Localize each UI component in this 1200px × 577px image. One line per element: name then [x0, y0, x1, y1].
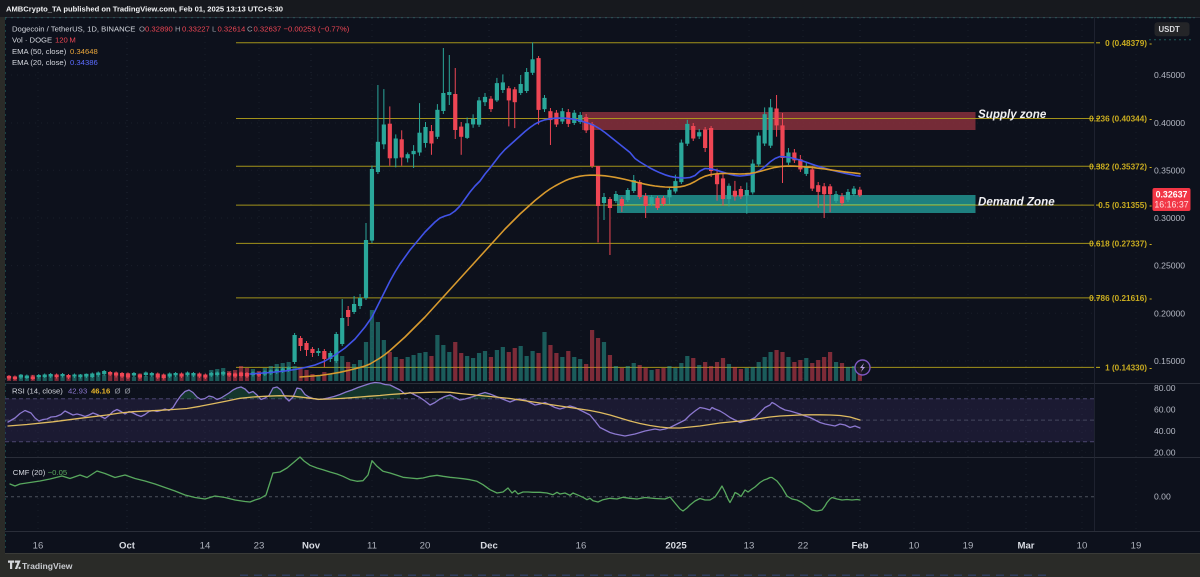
svg-text:80.00: 80.00	[1154, 383, 1176, 393]
svg-text:CMF (20): CMF (20)	[13, 468, 46, 477]
svg-text:13: 13	[744, 541, 755, 552]
svg-text:Dec: Dec	[480, 541, 498, 552]
svg-text:0.618 (0.27337) -: 0.618 (0.27337) -	[1089, 239, 1152, 248]
svg-text:−0.05: −0.05	[48, 468, 67, 477]
svg-text:11: 11	[367, 541, 377, 552]
svg-text:0.25000: 0.25000	[1154, 261, 1185, 271]
svg-text:42.93: 42.93	[68, 387, 87, 396]
svg-text:Feb: Feb	[851, 541, 868, 552]
svg-text:0.45000: 0.45000	[1154, 70, 1185, 80]
svg-text:Vol · DOGE: Vol · DOGE	[12, 36, 52, 45]
svg-text:1 (0.14330) -: 1 (0.14330) -	[1105, 363, 1152, 372]
svg-text:23: 23	[254, 541, 265, 552]
svg-text:Ø: Ø	[115, 387, 121, 396]
svg-text:0.00: 0.00	[1154, 492, 1171, 502]
svg-text:0.33227: 0.33227	[182, 25, 210, 34]
svg-text:L: L	[212, 25, 217, 34]
svg-text:10: 10	[909, 541, 920, 552]
svg-text:0.34648: 0.34648	[70, 47, 98, 56]
svg-text:0.35000: 0.35000	[1154, 165, 1185, 175]
svg-text:20.00: 20.00	[1154, 447, 1176, 457]
svg-text:20: 20	[420, 541, 431, 552]
svg-text:EMA (50, close): EMA (50, close)	[12, 47, 67, 56]
svg-text:O: O	[139, 25, 145, 34]
svg-text:Ø: Ø	[125, 387, 131, 396]
svg-text:Mar: Mar	[1017, 541, 1034, 552]
svg-text:0.382 (0.35372) -: 0.382 (0.35372) -	[1089, 162, 1152, 171]
svg-text:10: 10	[1077, 541, 1088, 552]
svg-text:22: 22	[798, 541, 809, 552]
svg-text:14: 14	[200, 541, 211, 552]
svg-text:RSI (14, close): RSI (14, close)	[12, 387, 63, 396]
svg-text:EMA (20, close): EMA (20, close)	[12, 58, 67, 67]
svg-text:40.00: 40.00	[1154, 426, 1176, 436]
svg-text:0.32890: 0.32890	[145, 25, 173, 34]
svg-text:0.236 (0.40344) -: 0.236 (0.40344) -	[1089, 115, 1152, 124]
svg-text:120 M: 120 M	[55, 36, 76, 45]
svg-text:16: 16	[576, 541, 587, 552]
svg-text:0.40000: 0.40000	[1154, 118, 1185, 128]
svg-text:AMBCrypto_TA published on Trad: AMBCrypto_TA published on TradingView.co…	[6, 5, 283, 14]
svg-text:0.32614: 0.32614	[218, 25, 247, 34]
svg-text:0.15000: 0.15000	[1154, 356, 1185, 366]
svg-text:Dogecoin / TetherUS, 1D, BINAN: Dogecoin / TetherUS, 1D, BINANCE	[12, 25, 135, 34]
svg-text:Oct: Oct	[119, 541, 136, 552]
svg-text:Demand Zone: Demand Zone	[978, 195, 1055, 208]
svg-text:0.5 (0.31355) -: 0.5 (0.31355) -	[1098, 201, 1152, 210]
svg-text:60.00: 60.00	[1154, 404, 1176, 414]
svg-text:16: 16	[33, 541, 44, 552]
svg-text:0.786 (0.21616) -: 0.786 (0.21616) -	[1089, 294, 1152, 303]
svg-text:0.32637: 0.32637	[254, 25, 282, 34]
svg-text:16:16:37: 16:16:37	[1154, 200, 1188, 210]
svg-text:Nov: Nov	[302, 541, 321, 552]
svg-text:0.34386: 0.34386	[70, 58, 98, 67]
svg-text:0.30000: 0.30000	[1154, 213, 1185, 223]
svg-text:46.16: 46.16	[91, 387, 110, 396]
svg-text:2025: 2025	[665, 541, 687, 552]
svg-text:19: 19	[963, 541, 974, 552]
svg-text:0.32637: 0.32637	[1156, 189, 1188, 199]
svg-text:−0.00253 (−0.77%): −0.00253 (−0.77%)	[284, 25, 350, 34]
svg-text:0 (0.48379) -: 0 (0.48379) -	[1105, 39, 1152, 48]
svg-text:19: 19	[1131, 541, 1142, 552]
svg-text:Supply zone: Supply zone	[978, 108, 1047, 121]
svg-text:TradingView: TradingView	[22, 561, 73, 571]
svg-text:USDT: USDT	[1159, 25, 1180, 34]
svg-text:H: H	[175, 25, 181, 34]
svg-text:C: C	[247, 25, 253, 34]
svg-text:0.20000: 0.20000	[1154, 308, 1185, 318]
